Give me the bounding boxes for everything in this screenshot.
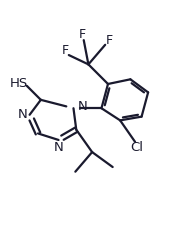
Text: F: F <box>79 28 86 41</box>
Text: N: N <box>54 141 63 154</box>
Text: N: N <box>18 108 27 121</box>
Text: F: F <box>105 34 112 47</box>
Text: F: F <box>61 44 69 57</box>
Text: HS: HS <box>9 77 28 91</box>
Text: Cl: Cl <box>130 141 143 154</box>
Text: N: N <box>78 100 87 113</box>
